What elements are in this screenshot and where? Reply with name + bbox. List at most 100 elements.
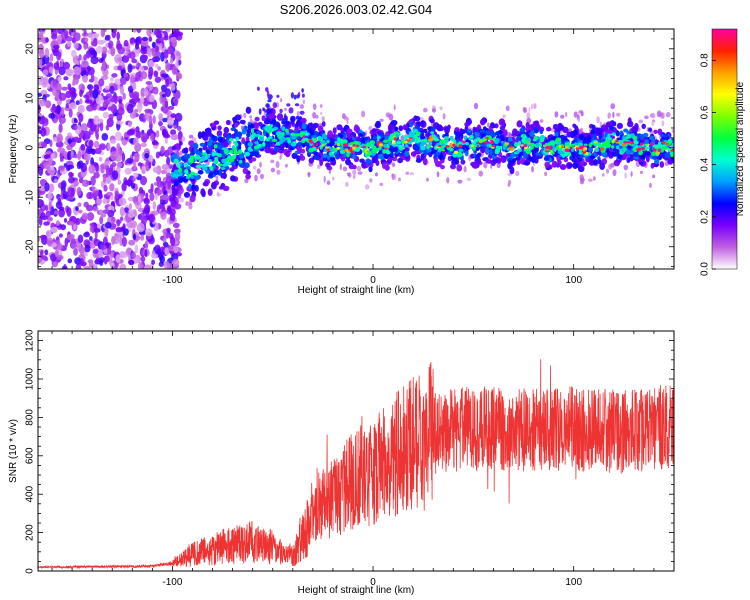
spectrogram-noise-blob: [61, 180, 67, 189]
spectrogram-signal-blob: [615, 130, 620, 137]
colorbar-label: Normalized spectral amplitude: [735, 81, 746, 216]
spectrogram-signal-blob: [476, 144, 480, 148]
spectrogram-signal-blob: [352, 144, 356, 147]
spectrogram-signal-blob: [565, 146, 569, 150]
spectrogram-signal-blob: [197, 131, 203, 139]
spectrogram-signal-blob: [523, 139, 530, 143]
spectrogram-signal-blob: [352, 146, 356, 150]
spectrogram-signal-blob: [539, 135, 545, 139]
spectrogram-noise-blob: [63, 61, 70, 70]
spectrogram-signal-blob: [542, 144, 546, 147]
spectrogram-noise-blob: [128, 203, 133, 210]
spectrogram-noise-blob: [352, 169, 357, 175]
spectrogram-signal-blob: [368, 166, 373, 173]
spectrogram-noise-blob: [48, 201, 52, 211]
spectrogram-noise-blob: [44, 47, 50, 58]
spectrogram-signal-blob: [577, 165, 585, 173]
spectrogram-noise-blob: [166, 232, 170, 239]
spectrogram-signal-blob: [261, 115, 266, 122]
spectrogram-noise-blob: [76, 186, 82, 196]
spectrogram-noise-blob: [119, 263, 127, 269]
spectrogram-signal-blob: [631, 125, 638, 134]
spectrogram-signal-blob: [492, 157, 499, 164]
spectrogram-noise-blob: [483, 161, 488, 169]
spectrogram-signal-blob: [319, 159, 324, 167]
spectrogram-signal-blob: [278, 139, 284, 144]
spectrogram-signal-blob: [535, 152, 540, 156]
spectrogram-signal-blob: [375, 160, 380, 166]
spectrogram-noise-blob: [95, 132, 100, 140]
spectrogram-signal-blob: [376, 135, 381, 140]
spectrogram-signal-blob: [588, 143, 592, 148]
spectrogram-noise-blob: [69, 102, 77, 110]
spectrogram-signal-blob: [185, 170, 189, 175]
spectrogram-noise-blob: [99, 216, 104, 225]
spectrogram-noise-blob: [175, 252, 183, 257]
spectrogram-noise-blob: [84, 244, 91, 253]
spectrogram-signal-blob: [514, 142, 519, 147]
snr-y-ticks: 0 200 400 600 800 1000 1200: [25, 329, 674, 574]
spectrogram-signal-blob: [361, 137, 366, 144]
spectrogram-signal-blob: [247, 148, 254, 152]
spectrogram-noise-blob: [259, 161, 262, 168]
spectrogram-signal-blob: [559, 150, 565, 155]
spectrogram-noise-blob: [533, 103, 537, 110]
spectrogram-noise-blob: [532, 162, 536, 166]
spectrogram-noise-blob: [84, 265, 91, 269]
spectrogram-signal-blob: [661, 141, 666, 145]
spectrogram-noise-blob: [47, 191, 53, 200]
spectrogram-signal-blob: [336, 146, 341, 150]
spectrogram-noise-blob: [60, 58, 64, 63]
spectrogram-signal-blob: [189, 155, 195, 160]
spectrogram-signal-blob: [344, 143, 349, 147]
spectrogram-noise-blob: [661, 112, 665, 119]
spectrogram-noise-blob: [80, 143, 86, 151]
spectrogram-noise-blob: [158, 113, 163, 122]
spectrogram-y-label: Frequency (Hz): [8, 115, 19, 184]
spectrogram-noise-blob: [365, 184, 370, 190]
spectrogram-noise-blob: [70, 243, 78, 249]
spectrogram-noise-blob: [426, 177, 429, 182]
spectrogram-signal-blob: [399, 152, 404, 157]
spectrogram-noise-blob: [155, 51, 162, 57]
spectrogram-signal-blob: [621, 143, 627, 147]
spectrogram-signal-blob: [291, 120, 295, 128]
spectrogram-signal-blob: [205, 169, 210, 174]
spectrogram-signal-blob: [263, 119, 271, 125]
spectrogram-noise-blob: [565, 111, 568, 117]
spectrogram-noise-blob: [356, 165, 362, 172]
spectrogram-noise-blob: [319, 104, 323, 108]
colorbar-gradient: [711, 28, 738, 270]
spectrogram-signal-blob: [660, 133, 664, 138]
spectrogram-signal-blob: [308, 157, 314, 164]
spectrogram-noise-blob: [116, 31, 120, 41]
spectrogram-signal-blob: [183, 162, 188, 167]
spectrogram-signal-blob: [394, 126, 399, 132]
spectrogram-noise-blob: [163, 133, 171, 139]
spectrogram-signal-blob: [627, 120, 634, 128]
spectrogram-noise-blob: [96, 197, 102, 205]
spectrogram-noise-blob: [166, 117, 175, 126]
spectrogram-noise-blob: [132, 233, 137, 241]
spectrogram-noise-blob: [38, 115, 42, 122]
spectrogram-signal-blob: [523, 161, 530, 166]
spectrogram-noise-blob: [83, 152, 91, 162]
spectrogram-signal-blob: [484, 136, 489, 139]
spectrogram-signal-blob: [345, 158, 351, 166]
spectrogram-signal-blob: [210, 181, 217, 190]
spectrogram-signal-blob: [563, 135, 568, 140]
spectrogram-signal-blob: [219, 150, 225, 155]
spectrogram-signal-blob: [220, 167, 226, 170]
spectrogram-noise-blob: [52, 44, 60, 50]
spectrogram-signal-blob: [422, 157, 428, 166]
spectrogram-noise-blob: [164, 88, 171, 98]
spectrogram-signal-blob: [184, 147, 189, 154]
spectrogram-signal-blob: [189, 159, 195, 164]
spectrogram-noise-blob: [107, 247, 112, 255]
spectrogram-noise-blob: [63, 163, 68, 168]
spectrogram-noise-blob: [40, 215, 49, 221]
spectrogram-noise-blob: [149, 192, 155, 202]
spectrogram-noise-blob: [49, 139, 53, 147]
spectrogram-x-tick-label: 100: [565, 275, 582, 286]
spectrogram-noise-blob: [137, 261, 144, 269]
